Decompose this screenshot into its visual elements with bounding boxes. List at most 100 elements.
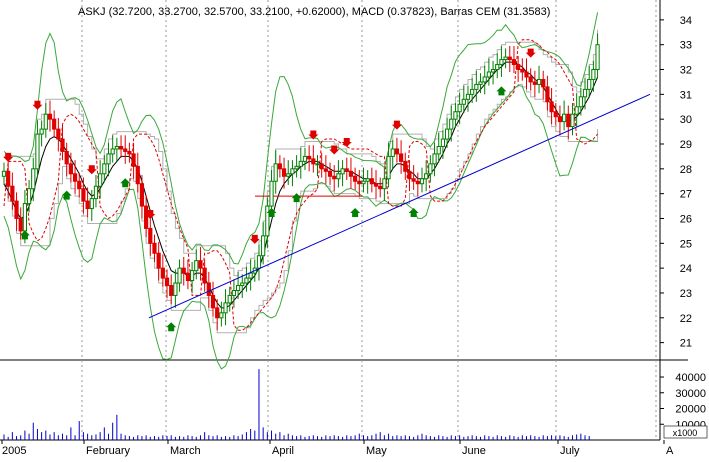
- candle-body: [566, 113, 571, 128]
- candle-body: [557, 116, 563, 123]
- volume-tick-label-1: 30000: [675, 388, 706, 400]
- candle-body: [118, 145, 124, 150]
- candle-body: [60, 138, 65, 152]
- band-lower-line: [3, 84, 598, 370]
- candle-body: [386, 155, 391, 180]
- candle-body: [353, 175, 358, 182]
- buy-arrow-icon: [291, 193, 302, 203]
- price-tick-label-12: 33: [680, 40, 692, 52]
- candle-body: [64, 150, 69, 165]
- candle-body: [490, 69, 496, 73]
- candle-body: [22, 203, 27, 232]
- x-label-7: A: [666, 445, 674, 457]
- candle-body: [307, 155, 312, 160]
- candle-body: [407, 170, 412, 180]
- candle-body: [261, 235, 266, 257]
- candle-body: [545, 86, 550, 103]
- price-tick-label-13: 34: [680, 15, 692, 27]
- sar-dashed-line: [3, 39, 598, 331]
- candle-body: [240, 282, 245, 287]
- sell-arrow-icon: [341, 138, 352, 147]
- candle-body: [520, 69, 525, 73]
- candle-body: [482, 76, 487, 83]
- candle-body: [424, 173, 429, 180]
- candle-body: [235, 285, 241, 291]
- price-tick-label-8: 29: [680, 139, 692, 151]
- candle-body: [277, 163, 282, 170]
- candle-body: [227, 294, 232, 304]
- price-tick-label-4: 25: [680, 238, 692, 250]
- candle-body: [6, 170, 11, 187]
- candle-body: [478, 81, 483, 85]
- candle-body: [102, 163, 107, 175]
- candle-body: [357, 180, 362, 185]
- candle-body: [18, 217, 23, 232]
- buy-arrow-icon: [19, 230, 30, 240]
- candle-body: [595, 44, 600, 71]
- candle-body: [185, 272, 191, 282]
- sell-arrow-icon: [3, 152, 14, 162]
- candle-body: [591, 69, 596, 80]
- candle-body: [139, 183, 145, 207]
- buy-arrow-icon: [350, 208, 361, 218]
- candle-body: [582, 88, 588, 98]
- candle-body: [453, 111, 458, 120]
- candle-body: [449, 118, 454, 130]
- price-tick-label-1: 22: [680, 313, 692, 325]
- candle-body: [457, 103, 462, 113]
- candle-body: [114, 145, 119, 150]
- sell-arrow-icon: [525, 48, 536, 58]
- sell-arrow-icon: [391, 120, 402, 130]
- candle-body: [390, 148, 395, 157]
- channel-upper-line: [4, 29, 599, 277]
- candle-body: [43, 113, 48, 130]
- candle-body: [219, 312, 224, 319]
- buy-arrow-icon: [408, 208, 419, 218]
- candle-body: [123, 148, 128, 152]
- candle-body: [574, 106, 579, 115]
- candle-body: [415, 180, 420, 185]
- candle-body: [231, 289, 237, 296]
- candle-body: [399, 153, 404, 162]
- candle-body: [47, 113, 53, 120]
- candle-body: [77, 180, 82, 190]
- candle-body: [202, 267, 207, 284]
- candle-body: [106, 153, 111, 165]
- candle-body: [98, 173, 103, 187]
- x-label-4: May: [366, 445, 387, 457]
- candle-body: [52, 118, 57, 130]
- candle-body: [549, 101, 554, 113]
- volume-tick-label-0: 40000: [675, 372, 706, 384]
- price-tick-label-2: 23: [680, 288, 692, 300]
- candle-body: [507, 56, 512, 61]
- candle-body: [486, 71, 491, 78]
- candle-body: [156, 252, 161, 269]
- candle-body: [215, 307, 220, 319]
- candle-body: [290, 168, 295, 175]
- candle-body: [190, 270, 195, 282]
- candle-body: [587, 78, 592, 90]
- candle-body: [461, 98, 466, 105]
- price-tick-label-7: 28: [680, 164, 692, 176]
- candle-body: [419, 178, 425, 185]
- candle-body: [286, 173, 291, 177]
- candle-body: [298, 160, 303, 167]
- sell-arrow-icon: [329, 145, 340, 155]
- candle-body: [516, 64, 521, 71]
- candle-body: [144, 205, 149, 229]
- candle-body: [524, 71, 529, 78]
- x-label-2: March: [170, 445, 201, 457]
- candle-body: [72, 173, 78, 182]
- candle-body: [394, 148, 400, 155]
- candle-body: [536, 78, 542, 85]
- candle-body: [532, 81, 537, 85]
- candle-body: [169, 285, 174, 296]
- candle-body: [465, 93, 471, 100]
- price-tick-label-0: 21: [680, 338, 692, 350]
- sell-arrow-icon: [249, 234, 260, 244]
- candle-body: [323, 168, 328, 172]
- channel-lower-line: [4, 83, 599, 334]
- candle-body: [315, 163, 320, 166]
- candle-body: [553, 111, 558, 118]
